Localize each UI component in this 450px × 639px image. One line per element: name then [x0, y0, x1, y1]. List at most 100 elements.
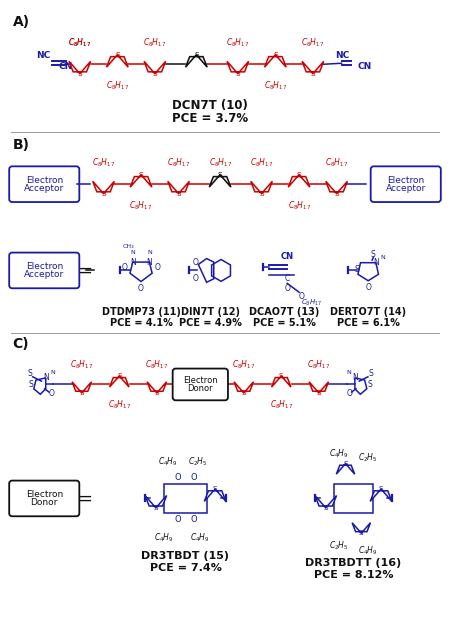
- Text: O: O: [138, 284, 144, 293]
- Text: $C_8H_{17}$: $C_8H_{17}$: [108, 398, 131, 410]
- Text: PCE = 7.4%: PCE = 7.4%: [149, 563, 221, 573]
- Text: Electron: Electron: [26, 176, 63, 185]
- FancyBboxPatch shape: [9, 166, 79, 202]
- Text: PCE = 6.1%: PCE = 6.1%: [337, 318, 400, 328]
- Text: Donor: Donor: [31, 498, 58, 507]
- Text: $C_8H_{17}$: $C_8H_{17}$: [167, 156, 190, 169]
- FancyBboxPatch shape: [371, 166, 441, 202]
- Text: S: S: [297, 172, 302, 178]
- Text: $C_8H_{17}$: $C_8H_{17}$: [250, 156, 273, 169]
- Polygon shape: [69, 61, 90, 73]
- Text: $C_8H_{17}$: $C_8H_{17}$: [288, 200, 310, 212]
- Text: $C_8H_{17}$: $C_8H_{17}$: [208, 156, 232, 169]
- Text: Electron: Electron: [183, 376, 218, 385]
- Text: $C_8H_{17}$: $C_8H_{17}$: [302, 298, 323, 308]
- Text: $C_8H_{17}$: $C_8H_{17}$: [145, 358, 168, 371]
- Text: $C_8H_{17}$: $C_8H_{17}$: [68, 36, 91, 49]
- Polygon shape: [227, 61, 249, 73]
- Text: N: N: [43, 373, 49, 382]
- Text: $C_8H_{17}$: $C_8H_{17}$: [325, 156, 348, 169]
- Text: Electron: Electron: [26, 262, 63, 271]
- Text: $C_4H_9$: $C_4H_9$: [154, 532, 174, 544]
- Text: $C_8H_{17}$: $C_8H_{17}$: [92, 156, 115, 169]
- Text: N: N: [50, 370, 54, 375]
- Text: S: S: [279, 373, 284, 379]
- Polygon shape: [204, 489, 226, 502]
- Text: $C_2H_5$: $C_2H_5$: [188, 456, 207, 468]
- FancyBboxPatch shape: [173, 369, 228, 400]
- Polygon shape: [302, 61, 324, 73]
- Text: O: O: [190, 515, 197, 524]
- Text: C): C): [13, 337, 29, 351]
- Polygon shape: [107, 55, 128, 67]
- Text: S: S: [359, 530, 364, 536]
- Polygon shape: [110, 376, 129, 387]
- Text: S: S: [354, 265, 359, 274]
- Text: S: S: [27, 369, 32, 378]
- FancyBboxPatch shape: [9, 481, 79, 516]
- Polygon shape: [271, 376, 291, 387]
- Text: PCE = 4.1%: PCE = 4.1%: [110, 318, 172, 328]
- Text: S: S: [235, 71, 240, 77]
- Text: S: S: [368, 380, 373, 390]
- Text: S: S: [310, 71, 315, 77]
- Text: N: N: [147, 250, 152, 255]
- Text: O: O: [174, 473, 181, 482]
- Text: S: S: [218, 172, 222, 178]
- Text: S: S: [316, 390, 321, 396]
- Text: Electron: Electron: [387, 176, 424, 185]
- Text: O: O: [284, 284, 290, 293]
- Text: S: S: [379, 486, 383, 492]
- Polygon shape: [288, 175, 310, 187]
- Text: A): A): [13, 15, 30, 29]
- Text: $C_4H_9$: $C_4H_9$: [158, 456, 178, 468]
- Text: $C_2H_5$: $C_2H_5$: [358, 452, 378, 464]
- Polygon shape: [130, 175, 152, 187]
- Text: $C_8H_{17}$: $C_8H_{17}$: [307, 358, 330, 371]
- Text: $C_8H_{17}$: $C_8H_{17}$: [144, 36, 166, 49]
- Text: $C_8H_{17}$: $C_8H_{17}$: [106, 80, 129, 92]
- Text: $C_4H_9$: $C_4H_9$: [358, 544, 378, 557]
- FancyBboxPatch shape: [9, 252, 79, 288]
- Text: O: O: [48, 389, 54, 397]
- Text: O: O: [193, 258, 199, 266]
- Text: S: S: [324, 505, 328, 511]
- Text: S: S: [371, 250, 376, 259]
- Text: DCAO7T (13): DCAO7T (13): [249, 307, 320, 317]
- Text: CH₃: CH₃: [123, 244, 135, 249]
- Polygon shape: [251, 181, 272, 194]
- Text: O: O: [174, 515, 181, 524]
- Polygon shape: [93, 181, 114, 194]
- Text: N: N: [380, 255, 385, 260]
- Text: N: N: [352, 373, 358, 382]
- Text: =: =: [77, 489, 92, 507]
- Text: $C_8H_{17}$: $C_8H_{17}$: [68, 36, 91, 49]
- Polygon shape: [315, 495, 337, 508]
- Text: S: S: [80, 390, 84, 396]
- Text: S: S: [153, 71, 157, 77]
- Text: Acceptor: Acceptor: [24, 183, 64, 192]
- Text: DIN7T (12): DIN7T (12): [181, 307, 240, 317]
- Text: N: N: [146, 258, 152, 266]
- Polygon shape: [72, 382, 91, 393]
- Text: N: N: [373, 258, 379, 267]
- Text: $C_8H_{17}$: $C_8H_{17}$: [270, 398, 293, 410]
- Text: Acceptor: Acceptor: [24, 270, 64, 279]
- Text: $C_2H_5$: $C_2H_5$: [329, 540, 348, 552]
- Text: B): B): [13, 137, 30, 151]
- Polygon shape: [309, 382, 328, 393]
- Text: S: S: [154, 390, 159, 396]
- Text: S: S: [117, 373, 122, 379]
- Text: S: S: [369, 369, 374, 378]
- Text: CN: CN: [58, 62, 72, 71]
- Polygon shape: [326, 181, 347, 194]
- Text: O: O: [155, 263, 161, 272]
- Text: N: N: [130, 258, 135, 266]
- Text: $C_8H_{17}$: $C_8H_{17}$: [232, 358, 255, 371]
- Polygon shape: [209, 175, 231, 187]
- Text: O: O: [190, 473, 197, 482]
- Text: =: =: [77, 261, 92, 279]
- Text: $C_8H_{17}$: $C_8H_{17}$: [226, 36, 249, 49]
- Text: CN: CN: [281, 252, 294, 261]
- Text: DTDMP73 (11): DTDMP73 (11): [102, 307, 180, 317]
